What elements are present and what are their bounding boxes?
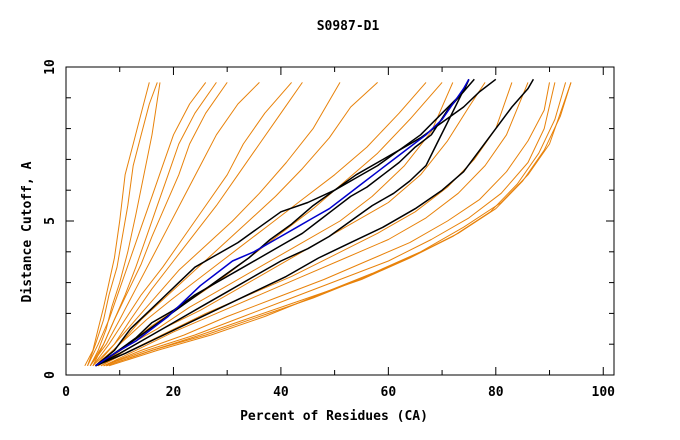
x-axis-label: Percent of Residues (CA) [240, 409, 428, 424]
series-line-orange-1 [87, 82, 158, 366]
y-tick-label: 0 [43, 371, 58, 379]
tick-layer: 0 20 40 60 80 100 0 5 10 [43, 59, 615, 400]
y-tick-label: 5 [43, 217, 58, 225]
series-line-orange-11 [97, 82, 427, 367]
series-line-orange-13 [97, 82, 454, 367]
series-line-orange-2 [89, 82, 161, 367]
series-line-orange-10 [95, 82, 378, 367]
x-tick-label: 20 [166, 385, 182, 400]
x-tick-label: 80 [488, 385, 504, 400]
series-line-blue-27 [95, 78, 470, 367]
series-line-orange-5 [92, 82, 228, 367]
series-line-orange-20 [106, 82, 572, 367]
series-layer [84, 78, 572, 367]
series-line-orange-21 [108, 82, 572, 367]
series-line-orange-3 [87, 82, 207, 367]
series-line-orange-17 [103, 82, 550, 367]
y-axis-label: Distance Cutoff, A [20, 161, 35, 302]
y-tick-label: 10 [43, 59, 58, 75]
x-tick-label: 0 [62, 385, 70, 400]
x-tick-label: 100 [592, 385, 616, 400]
series-line-orange-8 [95, 82, 303, 367]
series-line-orange-16 [103, 82, 529, 367]
series-line-orange-15 [100, 82, 513, 367]
chart-title: S0987-D1 [317, 19, 380, 34]
series-line-orange-7 [92, 82, 292, 367]
series-line-black-24 [95, 78, 470, 367]
x-tick-label: 60 [381, 385, 397, 400]
x-tick-label: 40 [273, 385, 289, 400]
series-line-orange-19 [106, 82, 567, 367]
series-line-orange-18 [103, 82, 556, 367]
series-line-orange-0 [84, 82, 150, 367]
series-line-orange-9 [92, 82, 341, 367]
series-line-black-23 [95, 79, 470, 367]
series-line-orange-6 [89, 82, 260, 367]
series-line-black-25 [95, 78, 535, 367]
series-line-black-22 [95, 78, 475, 367]
